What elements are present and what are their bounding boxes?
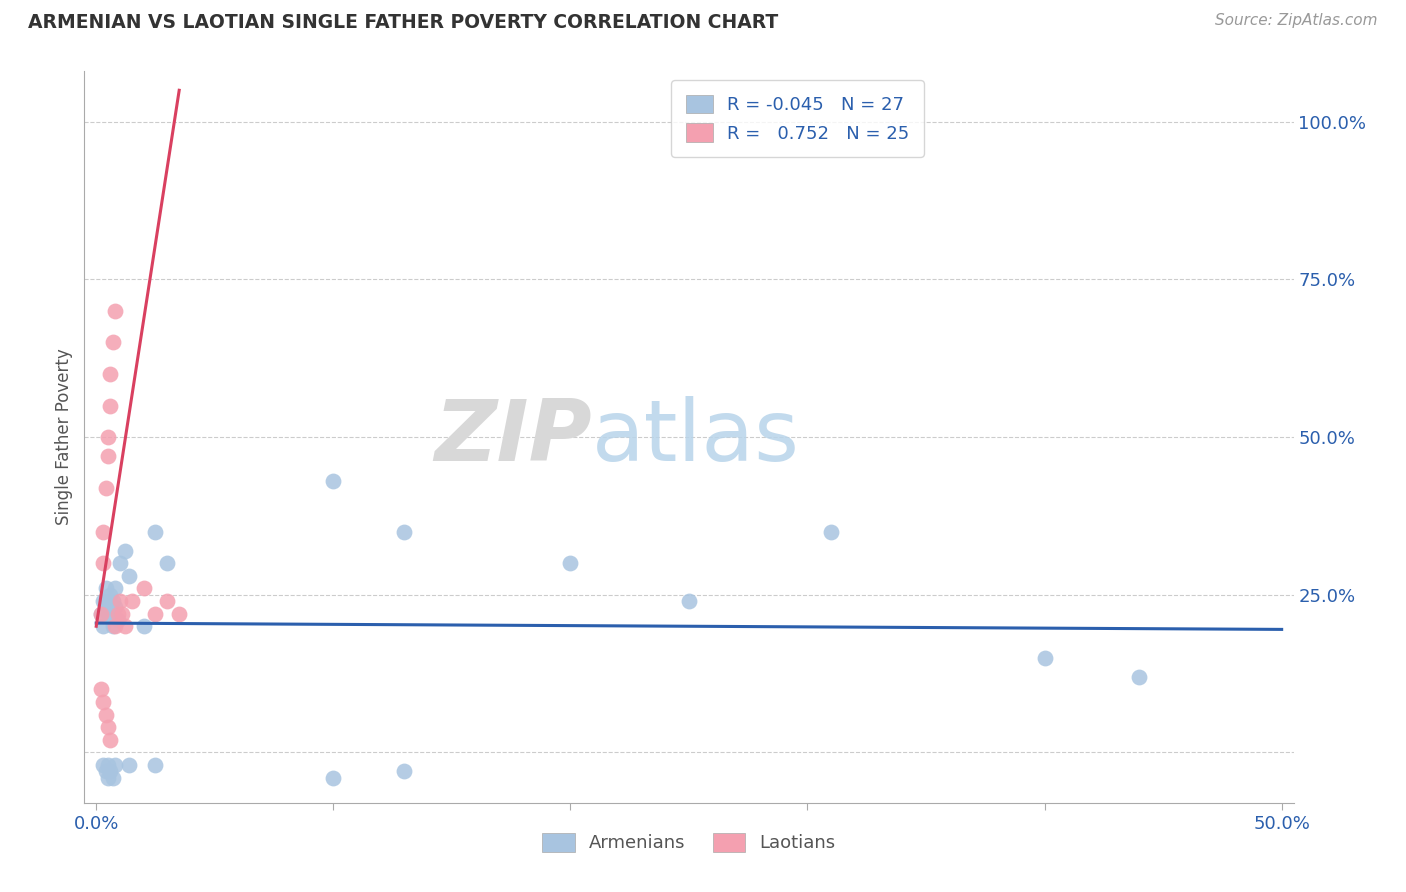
Y-axis label: Single Father Poverty: Single Father Poverty	[55, 349, 73, 525]
Text: atlas: atlas	[592, 395, 800, 479]
Point	[1033, 650, 1056, 665]
Point	[104, 600, 127, 615]
Point	[156, 556, 179, 570]
Point	[100, 367, 122, 381]
Point	[145, 524, 167, 539]
Point	[91, 695, 114, 709]
Point	[91, 524, 114, 539]
Point	[678, 594, 700, 608]
Text: ARMENIAN VS LAOTIAN SINGLE FATHER POVERTY CORRELATION CHART: ARMENIAN VS LAOTIAN SINGLE FATHER POVERT…	[28, 13, 779, 32]
Point	[94, 481, 117, 495]
Point	[90, 607, 112, 621]
Text: ZIP: ZIP	[434, 395, 592, 479]
Point	[91, 758, 114, 772]
Text: Source: ZipAtlas.com: Source: ZipAtlas.com	[1215, 13, 1378, 29]
Point	[100, 732, 122, 747]
Point	[167, 607, 190, 621]
Point	[1128, 670, 1150, 684]
Point	[100, 607, 122, 621]
Point	[118, 569, 141, 583]
Point	[94, 600, 117, 615]
Point	[121, 594, 143, 608]
Point	[560, 556, 582, 570]
Point	[90, 607, 112, 621]
Point	[97, 607, 120, 621]
Point	[91, 556, 114, 570]
Point	[322, 771, 344, 785]
Point	[91, 594, 114, 608]
Point	[100, 399, 122, 413]
Point	[104, 758, 127, 772]
Point	[94, 764, 117, 779]
Point	[97, 594, 120, 608]
Point	[94, 707, 117, 722]
Point	[104, 619, 127, 633]
Point	[97, 771, 120, 785]
Point	[101, 335, 124, 350]
Point	[108, 594, 131, 608]
Point	[156, 594, 179, 608]
Point	[97, 758, 120, 772]
Point	[104, 304, 127, 318]
Point	[100, 588, 122, 602]
Legend: Armenians, Laotians: Armenians, Laotians	[534, 826, 844, 860]
Point	[145, 758, 167, 772]
Point	[145, 607, 167, 621]
Point	[107, 607, 129, 621]
Point	[820, 524, 842, 539]
Point	[114, 619, 136, 633]
Point	[394, 524, 416, 539]
Point	[101, 619, 124, 633]
Point	[97, 449, 120, 463]
Point	[132, 582, 155, 596]
Point	[132, 619, 155, 633]
Point	[100, 764, 122, 779]
Point	[101, 771, 124, 785]
Point	[90, 682, 112, 697]
Point	[104, 582, 127, 596]
Point	[111, 607, 134, 621]
Point	[118, 758, 141, 772]
Point	[101, 594, 124, 608]
Point	[91, 619, 114, 633]
Point	[322, 474, 344, 488]
Point	[394, 764, 416, 779]
Point	[94, 582, 117, 596]
Point	[108, 556, 131, 570]
Point	[114, 543, 136, 558]
Point	[97, 430, 120, 444]
Point	[107, 613, 129, 627]
Point	[97, 720, 120, 734]
